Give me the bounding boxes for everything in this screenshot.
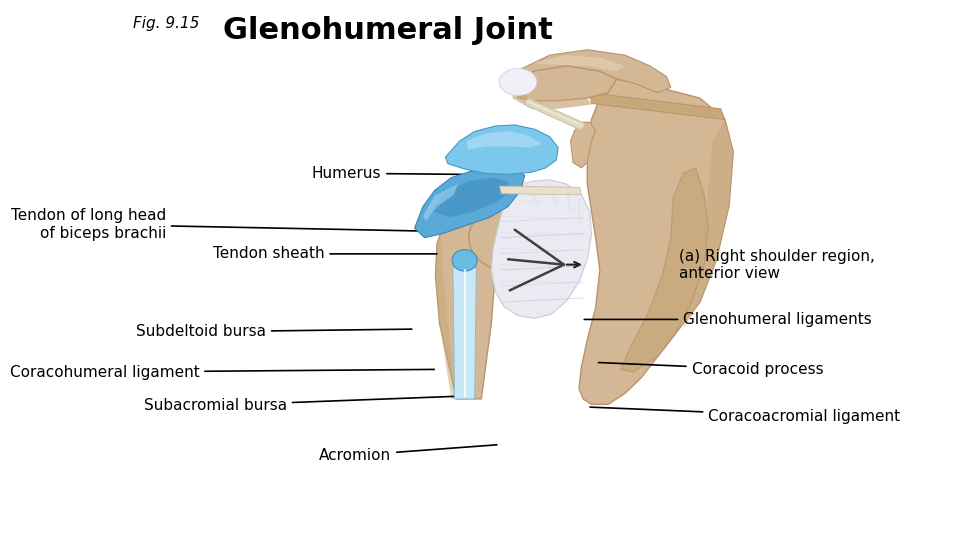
Polygon shape — [431, 178, 510, 218]
Text: Humerus: Humerus — [312, 166, 462, 181]
Ellipse shape — [452, 249, 477, 271]
Text: Glenohumeral ligaments: Glenohumeral ligaments — [585, 312, 872, 327]
Text: Tendon sheath: Tendon sheath — [213, 246, 437, 261]
Ellipse shape — [499, 69, 537, 96]
Polygon shape — [533, 55, 625, 71]
Text: Coracohumeral ligament: Coracohumeral ligament — [10, 364, 434, 380]
Polygon shape — [445, 125, 558, 174]
Polygon shape — [570, 122, 595, 168]
Polygon shape — [453, 267, 476, 399]
Polygon shape — [684, 119, 733, 329]
Polygon shape — [436, 217, 495, 399]
Polygon shape — [467, 131, 541, 150]
Polygon shape — [499, 186, 582, 195]
Polygon shape — [423, 184, 458, 220]
Polygon shape — [589, 93, 725, 119]
Text: Fig. 9.15: Fig. 9.15 — [132, 16, 199, 31]
Text: Acromion: Acromion — [319, 445, 497, 463]
Text: Tendon of long head
of biceps brachii: Tendon of long head of biceps brachii — [11, 208, 434, 240]
Polygon shape — [579, 79, 733, 404]
Polygon shape — [516, 66, 616, 101]
Polygon shape — [525, 98, 585, 130]
Text: Glenohumeral Joint: Glenohumeral Joint — [223, 16, 553, 45]
Text: Coracoid process: Coracoid process — [598, 362, 824, 377]
Text: (a) Right shoulder region,
anterior view: (a) Right shoulder region, anterior view — [679, 248, 875, 281]
Text: Subacromial bursa: Subacromial bursa — [144, 396, 455, 413]
Polygon shape — [621, 168, 708, 372]
Polygon shape — [516, 50, 671, 93]
Polygon shape — [436, 238, 456, 399]
Text: Subdeltoid bursa: Subdeltoid bursa — [136, 325, 412, 339]
Polygon shape — [415, 168, 525, 238]
Text: Coracoacromial ligament: Coracoacromial ligament — [590, 407, 900, 423]
Ellipse shape — [468, 203, 561, 273]
Ellipse shape — [499, 220, 550, 266]
Polygon shape — [513, 87, 591, 109]
Polygon shape — [492, 180, 591, 319]
